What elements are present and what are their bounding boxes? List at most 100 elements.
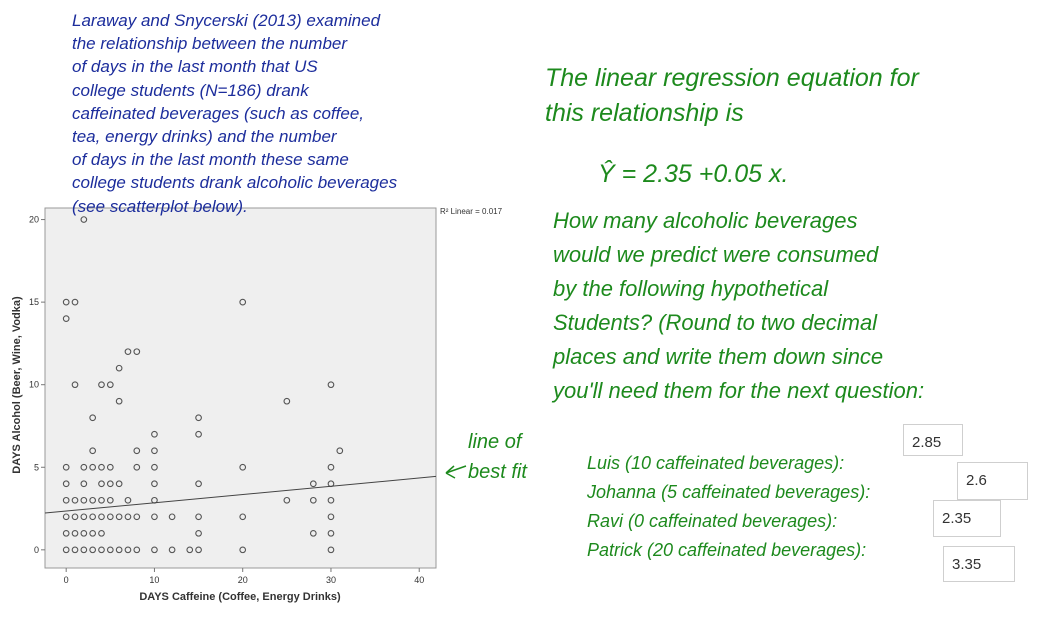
regression-text: The linear regression equation for	[545, 64, 919, 92]
point	[327, 381, 335, 389]
intro-line: tea, energy drinks) and the number	[72, 127, 337, 146]
point	[106, 546, 114, 554]
point	[239, 298, 247, 306]
point	[124, 496, 132, 504]
point	[89, 496, 97, 504]
point	[151, 513, 158, 521]
point	[151, 463, 158, 471]
point	[283, 397, 291, 405]
x-tick-label: 40	[414, 575, 424, 585]
y-tick-label: 5	[34, 462, 39, 472]
point	[71, 513, 79, 521]
point	[151, 447, 158, 455]
prompt-line: How many alcoholic beverages	[553, 208, 858, 233]
intro-line: of days in the last month these same	[72, 150, 349, 170]
intro-line: (see scatterplot below).	[72, 196, 248, 216]
regression-text: this relationship is	[545, 99, 744, 127]
point	[115, 364, 123, 372]
point	[98, 513, 105, 521]
point	[89, 463, 97, 471]
student-question: Luis (10 caffeinated beverages):	[587, 453, 845, 473]
point	[89, 414, 97, 422]
point	[115, 397, 123, 405]
point	[151, 430, 158, 438]
point	[239, 513, 247, 521]
point	[106, 496, 114, 504]
point	[195, 546, 202, 554]
point	[71, 496, 79, 504]
point	[151, 546, 158, 554]
point	[71, 529, 79, 537]
point	[124, 348, 132, 356]
fit-annotation: best fit	[468, 461, 527, 483]
point	[309, 480, 317, 488]
point	[195, 430, 202, 438]
point	[71, 381, 79, 389]
point	[98, 546, 105, 554]
answer-input[interactable]: 3.35	[943, 546, 1015, 582]
prompt-line: would we predict were consumed	[553, 242, 879, 267]
point	[168, 513, 176, 521]
point	[168, 546, 176, 554]
point	[80, 529, 88, 537]
intro-line: college students (N=186) drank	[72, 80, 309, 100]
student-question: Patrick (20 caffeinated beverages):	[587, 540, 867, 560]
point	[80, 513, 88, 521]
point	[106, 480, 114, 488]
point	[115, 546, 123, 554]
point	[186, 546, 194, 554]
point	[309, 529, 317, 537]
point	[327, 463, 335, 471]
student-question: Ravi (0 caffeinated beverages):	[587, 511, 838, 531]
point	[62, 513, 70, 521]
x-tick-label: 30	[326, 575, 336, 585]
point	[98, 381, 105, 389]
fit-line	[44, 475, 437, 514]
answer-input[interactable]: 2.35	[933, 500, 1001, 537]
point	[327, 496, 335, 504]
intro-line: caffeinated beverages (such as coffee,	[72, 103, 365, 123]
intro-line: the relationship between the number	[72, 34, 348, 54]
point	[309, 496, 317, 504]
y-axis-label: DAYS Alcohol (Beer, Wine, Vodka)	[11, 296, 23, 474]
intro-line: of days in the last month that US	[72, 57, 318, 77]
y-tick-label: 15	[29, 297, 39, 307]
point	[98, 463, 105, 471]
point	[98, 496, 105, 504]
intro-line: Laraway and Snycerski (2013) examined	[72, 11, 381, 30]
point	[133, 348, 141, 356]
point	[133, 463, 141, 471]
answer-input[interactable]: 2.85	[903, 424, 963, 456]
point	[239, 463, 247, 471]
y-tick-label: 0	[34, 545, 39, 555]
point	[89, 529, 97, 537]
point	[115, 480, 123, 488]
x-tick-label: 0	[64, 575, 69, 585]
x-tick-label: 10	[149, 575, 159, 585]
point	[195, 480, 202, 488]
prompt-line: Students? (Round to two decimal	[553, 310, 878, 335]
y-tick-label: 20	[29, 215, 39, 225]
point	[62, 529, 70, 537]
point	[62, 480, 70, 488]
point	[133, 447, 141, 455]
student-question: Johanna (5 caffeinated beverages):	[587, 482, 871, 502]
point	[80, 463, 88, 471]
point	[124, 513, 132, 521]
answer-input[interactable]: 2.6	[957, 462, 1028, 500]
point	[62, 546, 70, 554]
point	[327, 529, 335, 537]
point	[283, 496, 291, 504]
point	[106, 513, 114, 521]
point	[195, 529, 202, 537]
point	[80, 496, 88, 504]
plot-area	[44, 207, 437, 569]
point	[89, 513, 97, 521]
prompt-line: places and write them down since	[553, 344, 884, 369]
x-axis-label: DAYS Caffeine (Coffee, Energy Drinks)	[139, 591, 341, 603]
point	[336, 447, 344, 455]
equation: Ŷ = 2.35 +0.05 x.	[598, 160, 789, 188]
point	[239, 546, 247, 554]
